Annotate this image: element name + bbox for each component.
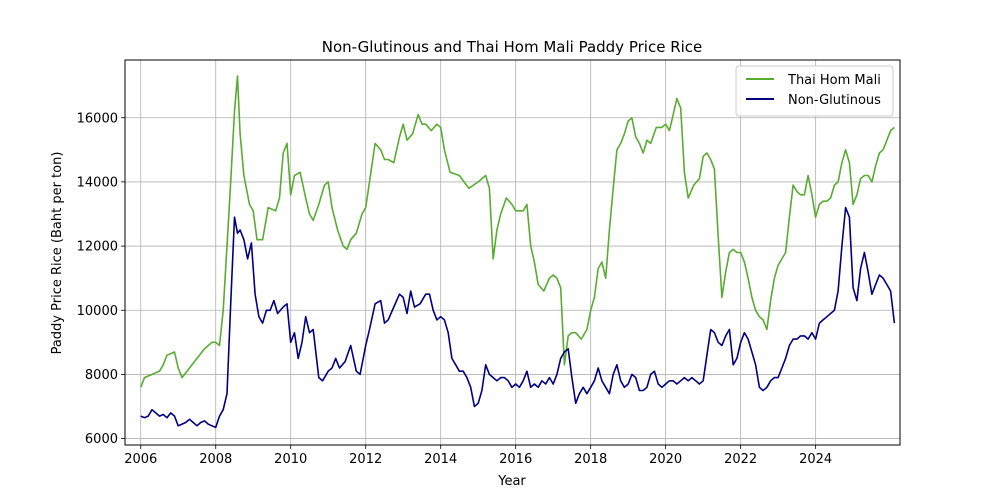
legend: Thai Hom Mali Non-Glutinous [735, 65, 894, 117]
y-tick-label: 10000 [77, 304, 118, 319]
x-tick-label: 2008 [199, 452, 232, 467]
x-tick-label: 2018 [574, 452, 607, 467]
x-tick-label: 2010 [274, 452, 307, 467]
x-tick-label: 2022 [724, 452, 757, 467]
legend-label-thai-hom-mali: Thai Hom Mali [787, 73, 881, 88]
y-tick-label: 14000 [77, 175, 118, 190]
chart-title: Non-Glutinous and Thai Hom Mali Paddy Pr… [322, 38, 703, 56]
x-axis-label: Year [497, 474, 526, 489]
x-tick-label: 2020 [649, 452, 682, 467]
x-tick-label: 2016 [499, 452, 532, 467]
x-tick-label: 2014 [424, 452, 457, 467]
y-axis-ticks: 6000 8000 10000 12000 14000 16000 [77, 111, 125, 447]
plot-frame [124, 59, 901, 446]
legend-label-non-glutinous: Non-Glutinous [788, 93, 881, 108]
x-tick-label: 2006 [124, 452, 157, 467]
legend-box [735, 65, 894, 117]
y-tick-label: 16000 [77, 111, 118, 126]
y-tick-label: 8000 [85, 368, 118, 383]
x-axis-ticks: 2006 2008 2010 2012 2014 2016 2018 2020 2022 2024 [124, 445, 832, 467]
x-tick-label: 2024 [799, 452, 832, 467]
x-tick-label: 2012 [349, 452, 382, 467]
series-line-non-glutinous [140, 206, 896, 429]
series-line-thai-hom-mali [139, 75, 895, 388]
y-tick-label: 12000 [77, 240, 118, 255]
series-lines [139, 75, 896, 429]
y-tick-label: 6000 [85, 432, 118, 447]
y-axis-label: Paddy Price Rice (Baht per ton) [50, 152, 65, 355]
